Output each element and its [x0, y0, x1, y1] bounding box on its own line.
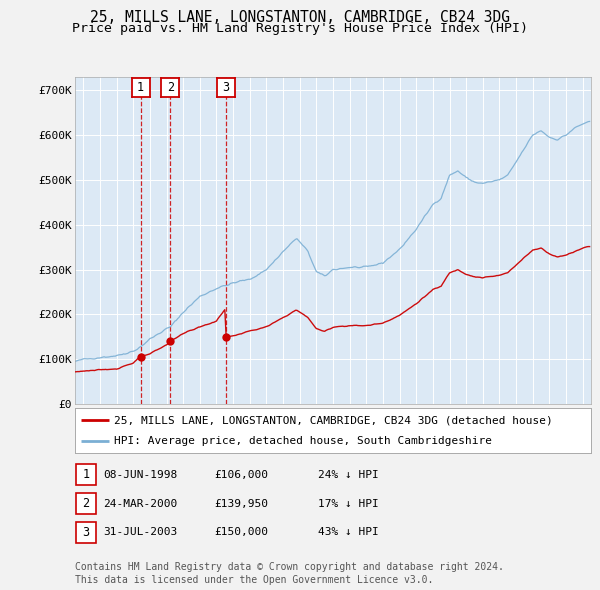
Text: HPI: Average price, detached house, South Cambridgeshire: HPI: Average price, detached house, Sout…: [114, 435, 492, 445]
Text: 24-MAR-2000: 24-MAR-2000: [103, 499, 178, 509]
FancyBboxPatch shape: [76, 464, 95, 486]
Text: 24% ↓ HPI: 24% ↓ HPI: [317, 470, 378, 480]
Text: £106,000: £106,000: [214, 470, 268, 480]
FancyBboxPatch shape: [76, 522, 95, 543]
Text: 08-JUN-1998: 08-JUN-1998: [103, 470, 178, 480]
FancyBboxPatch shape: [76, 493, 95, 514]
Text: £150,000: £150,000: [214, 527, 268, 537]
Text: Price paid vs. HM Land Registry's House Price Index (HPI): Price paid vs. HM Land Registry's House …: [72, 22, 528, 35]
Text: 1: 1: [82, 468, 89, 481]
Text: 2: 2: [82, 497, 89, 510]
Text: 3: 3: [223, 81, 230, 94]
Text: 25, MILLS LANE, LONGSTANTON, CAMBRIDGE, CB24 3DG: 25, MILLS LANE, LONGSTANTON, CAMBRIDGE, …: [90, 10, 510, 25]
Text: 43% ↓ HPI: 43% ↓ HPI: [317, 527, 378, 537]
Text: 1: 1: [137, 81, 144, 94]
Text: 25, MILLS LANE, LONGSTANTON, CAMBRIDGE, CB24 3DG (detached house): 25, MILLS LANE, LONGSTANTON, CAMBRIDGE, …: [114, 415, 553, 425]
Text: £139,950: £139,950: [214, 499, 268, 509]
Text: 17% ↓ HPI: 17% ↓ HPI: [317, 499, 378, 509]
Text: 3: 3: [82, 526, 89, 539]
Text: 31-JUL-2003: 31-JUL-2003: [103, 527, 178, 537]
Text: This data is licensed under the Open Government Licence v3.0.: This data is licensed under the Open Gov…: [75, 575, 433, 585]
Text: 2: 2: [167, 81, 174, 94]
Text: Contains HM Land Registry data © Crown copyright and database right 2024.: Contains HM Land Registry data © Crown c…: [75, 562, 504, 572]
